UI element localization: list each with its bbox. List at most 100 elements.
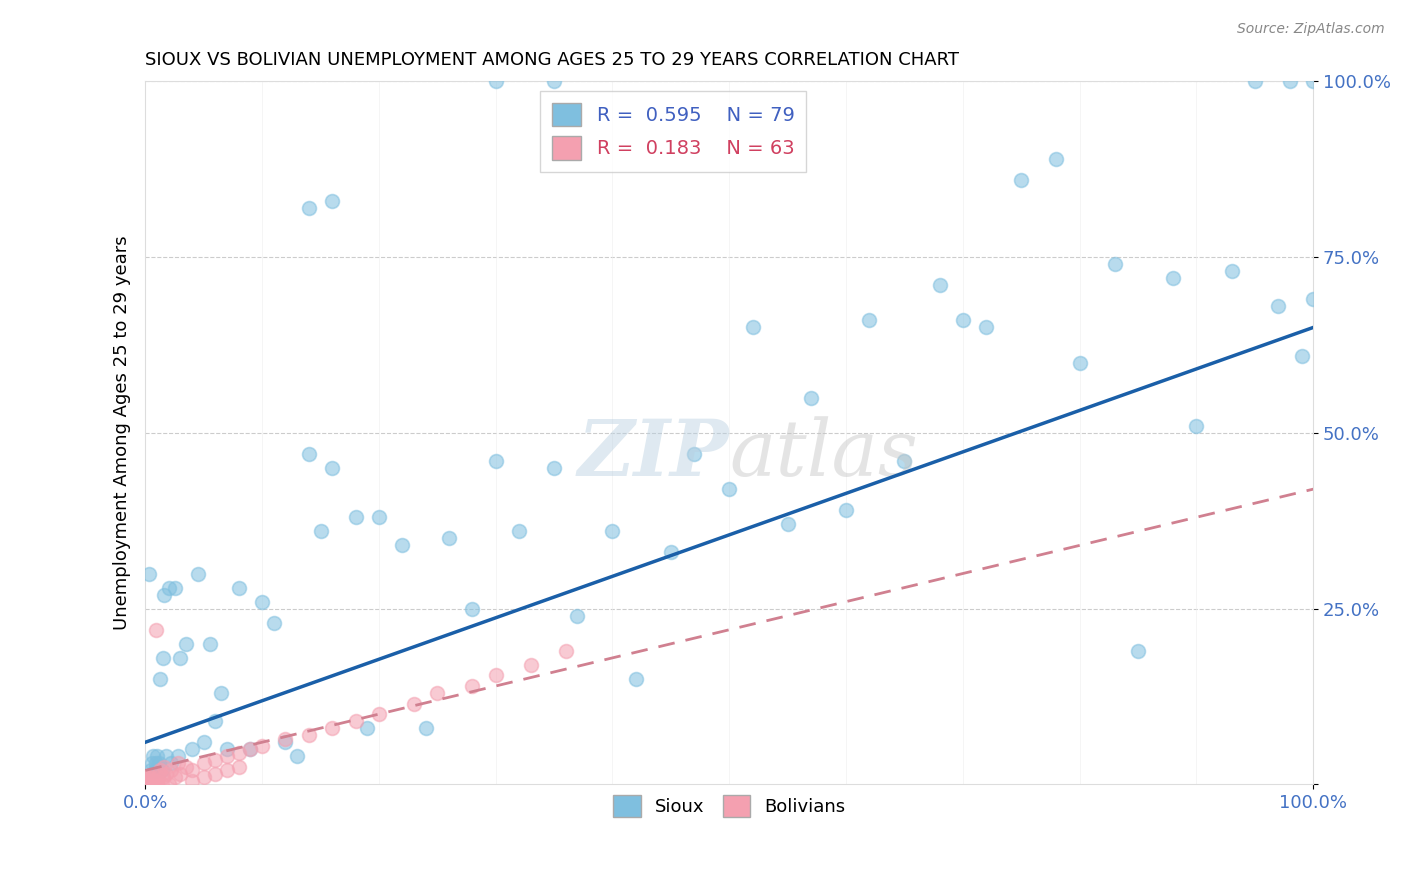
Point (167, 756, 190, 771)
Point (285, 749, 308, 764)
Point (145, 623, 167, 637)
Point (143, 764, 166, 778)
Point (461, 679, 484, 693)
Legend: Sioux, Bolivians: Sioux, Bolivians (606, 789, 852, 824)
Point (198, 637, 221, 651)
Point (155, 749, 177, 764)
Point (187, 566, 209, 581)
Point (228, 760, 250, 774)
Point (858, 313, 880, 327)
Point (136, 771, 159, 785)
Point (204, 767, 226, 781)
Point (136, 777, 159, 791)
Point (228, 746, 250, 760)
Point (402, 697, 425, 711)
Point (309, 524, 332, 539)
Point (1161, 271, 1184, 285)
Point (415, 721, 437, 735)
Point (138, 771, 160, 785)
Point (146, 749, 169, 764)
Point (1267, 299, 1289, 313)
Point (519, 657, 541, 672)
Point (298, 201, 321, 215)
Point (141, 773, 163, 788)
Point (138, 777, 160, 791)
Point (138, 566, 160, 581)
Point (321, 194, 343, 208)
Point (215, 764, 238, 778)
Point (567, 608, 589, 623)
Point (1069, 355, 1091, 369)
Point (135, 773, 157, 788)
Point (145, 777, 167, 791)
Point (174, 760, 197, 774)
Point (152, 651, 174, 665)
Point (139, 773, 162, 788)
Text: atlas: atlas (730, 416, 918, 492)
Point (952, 313, 974, 327)
Point (146, 773, 169, 788)
Point (1126, 644, 1149, 658)
Point (169, 651, 191, 665)
Point (228, 581, 250, 595)
Point (193, 771, 215, 785)
Point (1220, 264, 1243, 278)
Point (1278, 74, 1301, 88)
Point (141, 756, 163, 771)
Point (1302, 293, 1324, 307)
Point (602, 524, 624, 539)
Point (1291, 349, 1313, 363)
Point (135, 777, 157, 791)
Point (1185, 418, 1208, 433)
Point (148, 767, 170, 781)
Point (148, 756, 170, 771)
Point (1045, 152, 1067, 166)
Point (142, 749, 165, 764)
Point (142, 777, 165, 791)
Point (356, 721, 378, 735)
Point (141, 777, 163, 791)
Point (298, 447, 321, 461)
Point (143, 777, 166, 791)
Point (321, 461, 343, 475)
Point (181, 764, 204, 778)
Y-axis label: Unemployment Among Ages 25 to 29 years: Unemployment Among Ages 25 to 29 years (114, 235, 131, 631)
Text: Source: ZipAtlas.com: Source: ZipAtlas.com (1237, 22, 1385, 37)
Point (718, 482, 741, 496)
Point (835, 503, 858, 517)
Point (141, 764, 163, 778)
Point (659, 545, 682, 559)
Point (543, 74, 565, 88)
Point (928, 278, 950, 293)
Point (250, 739, 273, 753)
Point (150, 777, 173, 791)
Point (157, 777, 180, 791)
Point (134, 773, 156, 788)
Point (344, 510, 367, 524)
Point (149, 764, 172, 778)
Point (437, 532, 460, 546)
Point (209, 686, 232, 700)
Point (274, 735, 297, 749)
Point (321, 721, 343, 735)
Point (157, 581, 180, 595)
Point (155, 767, 177, 781)
Point (139, 777, 162, 791)
Point (250, 594, 273, 608)
Point (145, 756, 167, 771)
Point (193, 756, 215, 771)
Point (142, 773, 165, 788)
Point (263, 615, 285, 630)
Point (776, 517, 799, 532)
Point (146, 764, 169, 778)
Point (215, 749, 238, 764)
Point (893, 454, 915, 468)
Point (1010, 173, 1032, 187)
Point (239, 742, 262, 756)
Point (136, 773, 159, 788)
Point (152, 771, 174, 785)
Point (160, 756, 183, 771)
Point (146, 771, 169, 785)
Point (141, 777, 163, 791)
Point (204, 714, 226, 728)
